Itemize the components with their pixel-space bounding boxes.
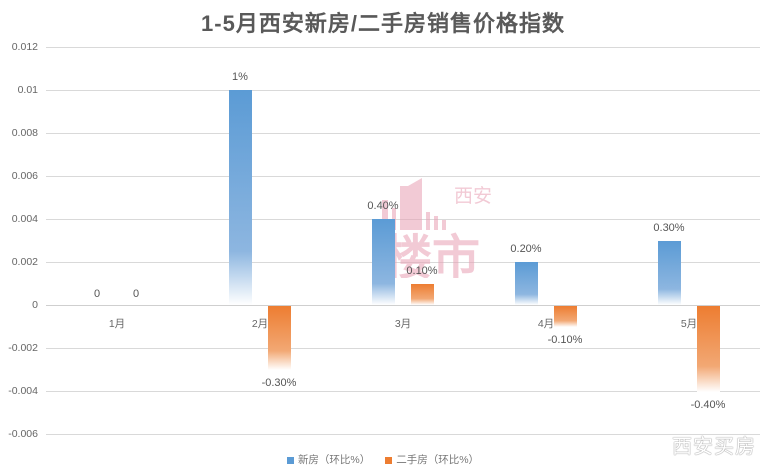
data-label-new-jan: 0 [93, 288, 101, 300]
legend-swatch-blue-icon [286, 456, 294, 464]
bar-new-feb [229, 90, 252, 305]
x-label-mar: 3月 [394, 318, 412, 330]
y-tick: 0.008 [11, 127, 38, 139]
bar-old-mar [411, 284, 434, 305]
loushi-watermark-logo: 西安 楼市 [382, 178, 492, 278]
y-tick: 0.006 [11, 170, 38, 182]
data-label-old-feb: -0.30% [261, 377, 297, 389]
chart-title: 1-5月西安新房/二手房销售价格指数 [201, 11, 565, 36]
bar-old-feb [268, 306, 291, 370]
gridline [46, 262, 760, 263]
svg-text:西安: 西安 [454, 185, 492, 207]
bar-old-may [697, 306, 720, 392]
chart-legend: 新房（环比%） 二手房（环比%） [0, 452, 766, 467]
gridline [46, 90, 760, 91]
legend-label-new: 新房（环比%） [297, 454, 371, 466]
y-tick: -0.002 [8, 342, 38, 354]
y-tick: 0.012 [11, 41, 38, 53]
y-tick: -0.004 [8, 385, 38, 397]
bar-old-apr [554, 306, 577, 327]
gridline [46, 391, 760, 392]
gridline [46, 434, 760, 435]
gridline [46, 133, 760, 134]
data-label-new-may: 0.30% [653, 222, 685, 234]
corner-watermark: 西安买房 [672, 436, 756, 458]
data-label-new-apr: 0.20% [510, 243, 542, 255]
data-label-old-jan: 0 [132, 288, 140, 300]
x-label-jan: 1月 [108, 318, 126, 330]
y-tick: 0.01 [17, 84, 38, 96]
y-tick: -0.006 [8, 428, 38, 440]
bar-new-mar [372, 219, 395, 305]
y-tick: 0 [32, 299, 38, 311]
legend-item-old[interactable]: 二手房（环比%） [385, 452, 479, 467]
data-label-new-mar: 0.40% [367, 200, 399, 212]
y-tick: 0.004 [11, 213, 38, 225]
x-label-feb: 2月 [251, 318, 269, 330]
zero-line [46, 305, 760, 306]
data-label-new-feb: 1% [232, 71, 248, 83]
data-label-old-apr: -0.10% [547, 334, 583, 346]
gridline [46, 348, 760, 349]
legend-label-old: 二手房（环比%） [396, 454, 480, 466]
data-label-old-mar: 0.10% [406, 265, 438, 277]
x-label-may: 5月 [680, 318, 698, 330]
svg-text:楼市: 楼市 [384, 230, 480, 278]
gridline [46, 176, 760, 177]
legend-item-new[interactable]: 新房（环比%） [286, 452, 371, 467]
x-label-apr: 4月 [537, 318, 555, 330]
legend-swatch-orange-icon [385, 456, 393, 464]
data-label-old-may: -0.40% [690, 399, 726, 411]
bar-new-apr [515, 262, 538, 305]
gridline [46, 47, 760, 48]
y-tick: 0.002 [11, 256, 38, 268]
bar-new-may [658, 241, 681, 305]
